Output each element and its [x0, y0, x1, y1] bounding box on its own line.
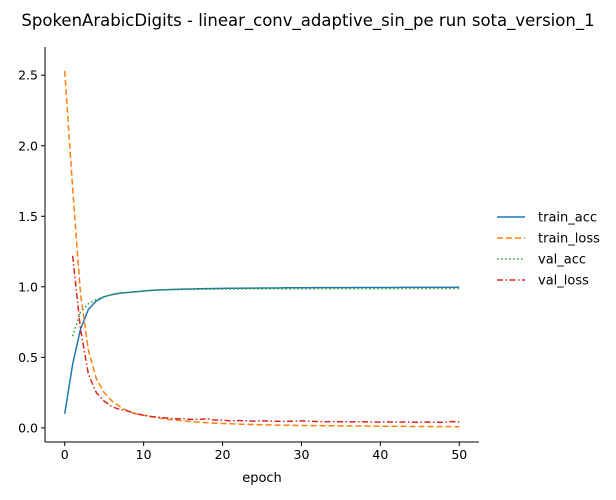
plot-lines: [63, 70, 460, 428]
legend-label-train-loss: train_loss: [538, 232, 600, 247]
x-ticks: 0 10 20 30 40 50: [61, 442, 467, 462]
x-axis-label: epoch: [242, 471, 282, 486]
y-tick-label: 1.5: [18, 209, 38, 224]
y-tick-label: 2.0: [18, 138, 38, 153]
y-ticks: 0.0 0.5 1.0 1.5 2.0 2.5: [18, 68, 45, 435]
series-line-val-acc: [71, 287, 460, 337]
series-line-train-loss: [63, 70, 460, 428]
x-tick-label: 50: [451, 447, 467, 462]
legend-label-train-acc: train_acc: [538, 211, 597, 226]
x-tick-label: 20: [215, 447, 231, 462]
x-tick-label: 30: [294, 447, 310, 462]
y-tick-label: 0.0: [18, 420, 38, 435]
legend: train_acc train_loss val_acc val_loss: [497, 211, 600, 289]
chart-title: SpokenArabicDigits - linear_conv_adaptiv…: [21, 11, 594, 31]
legend-label-val-loss: val_loss: [538, 274, 589, 289]
series-line-val-loss: [71, 255, 460, 424]
y-tick-label: 2.5: [18, 68, 38, 83]
y-tick-label: 1.0: [18, 279, 38, 294]
legend-label-val-acc: val_acc: [538, 253, 586, 268]
x-tick-label: 10: [136, 447, 152, 462]
x-tick-label: 0: [61, 447, 69, 462]
y-tick-label: 0.5: [18, 350, 38, 365]
series-line-train-acc: [63, 286, 460, 414]
x-tick-label: 40: [372, 447, 388, 462]
